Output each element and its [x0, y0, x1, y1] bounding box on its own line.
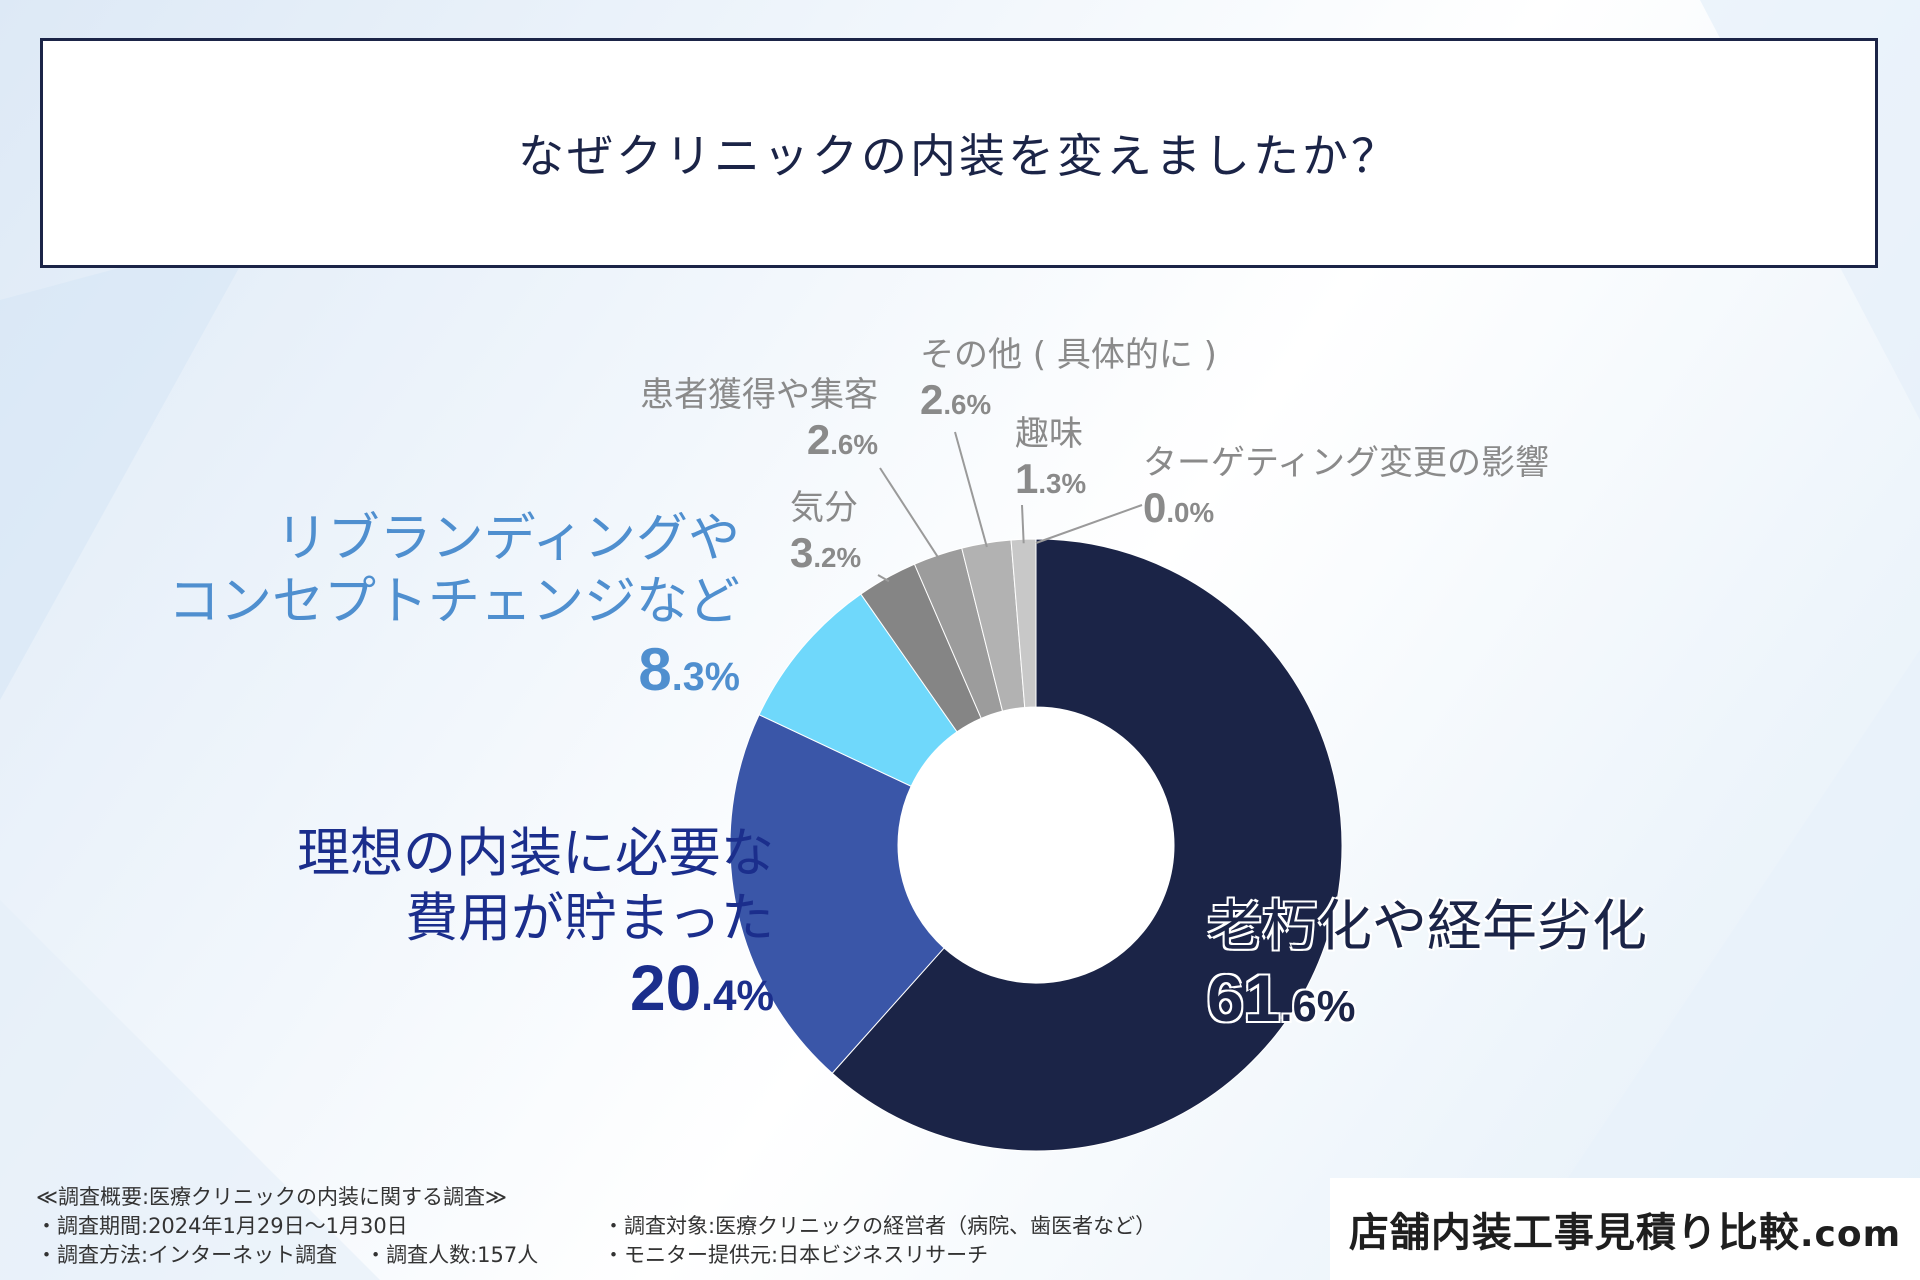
label-shumi-name: 趣味 — [1015, 414, 1083, 454]
label-rebrand-value: 8.3% — [638, 635, 740, 703]
leader-line-5 — [954, 431, 988, 548]
survey-method-row: ・調査方法:インターネット調査 ・調査人数:157人 — [36, 1241, 538, 1270]
label-kanja-value: 2.6% — [806, 416, 878, 464]
slices-group — [729, 538, 1343, 1152]
brand-logo: 店舗内装工事見積り比較.com — [1330, 1178, 1920, 1280]
label-kibun: 気分 3.2% — [790, 488, 861, 577]
label-hiyou-line2: 費用が貯まった — [405, 887, 774, 949]
label-rouka-name: 老朽化や経年劣化 — [1207, 894, 1648, 958]
brand-name: 店舗内装工事見積り比較.com — [1348, 1210, 1902, 1256]
leader-line-4 — [879, 467, 940, 560]
label-shumi-value: 1.3% — [1015, 455, 1087, 503]
survey-target: ・調査対象:医療クリニックの経営者（病院、歯医者など） — [603, 1214, 1157, 1238]
label-kibun-name: 気分 — [790, 488, 858, 528]
label-rouka-value: 61.6% — [1207, 961, 1356, 1036]
survey-monitor: ・モニター提供元:日本ビジネスリサーチ — [603, 1243, 989, 1267]
survey-heading: ≪調査概要:医療クリニックの内装に関する調査≫ — [36, 1185, 508, 1209]
label-hiyou-value: 20.4% — [630, 952, 774, 1025]
title-box: なぜクリニックの内装を変えましたか？ — [40, 38, 1878, 268]
label-sonota: その他 ( 具体的に ) 2.6% — [920, 335, 1217, 424]
label-rebrand-line2: コンセプトチェンジなど — [167, 572, 740, 633]
label-sonota-name: その他 ( 具体的に ) — [920, 335, 1217, 375]
leader-line-3 — [877, 574, 890, 583]
survey-period: ・調査期間:2024年1月29日～1月30日 — [36, 1214, 408, 1238]
label-shumi: 趣味 1.3% — [1015, 414, 1086, 503]
survey-summary: ≪調査概要:医療クリニックの内装に関する調査≫ ・調査期間:2024年1月29日… — [36, 1183, 538, 1270]
label-target-name: ターゲティング変更の影響 — [1143, 443, 1549, 483]
label-rouka: 老朽化や経年劣化 61.6% — [1207, 893, 1647, 1036]
chart-title: なぜクリニックの内装を変えましたか？ — [518, 129, 1400, 183]
survey-count: ・調査人数:157人 — [365, 1243, 539, 1267]
label-target: ターゲティング変更の影響 0.0% — [1143, 443, 1549, 532]
leader-line-6 — [1021, 504, 1025, 544]
label-kibun-value: 3.2% — [790, 529, 862, 577]
label-rebrand-line1: リブランディングや — [275, 509, 740, 569]
label-kanja: 患者獲得や集客 2.6% — [640, 375, 878, 464]
donut-hole — [898, 707, 1174, 983]
label-rebrand: リブランディングや コンセプトチェンジなど 8.3% — [168, 508, 740, 704]
label-target-value: 0.0% — [1143, 484, 1215, 532]
leader-line-7 — [1035, 504, 1143, 544]
label-kanja-name: 患者獲得や集客 — [640, 375, 878, 415]
label-sonota-value: 2.6% — [920, 376, 992, 424]
survey-summary-right: ・調査対象:医療クリニックの経営者（病院、歯医者など） ・モニター提供元:日本ビ… — [603, 1212, 1156, 1270]
label-hiyou: 理想の内装に必要な 費用が貯まった 20.4% — [297, 822, 774, 1025]
survey-method: ・調査方法:インターネット調査 — [36, 1243, 338, 1267]
leader-lines-group — [877, 431, 1143, 583]
label-hiyou-line1: 理想の内装に必要な — [297, 823, 774, 884]
